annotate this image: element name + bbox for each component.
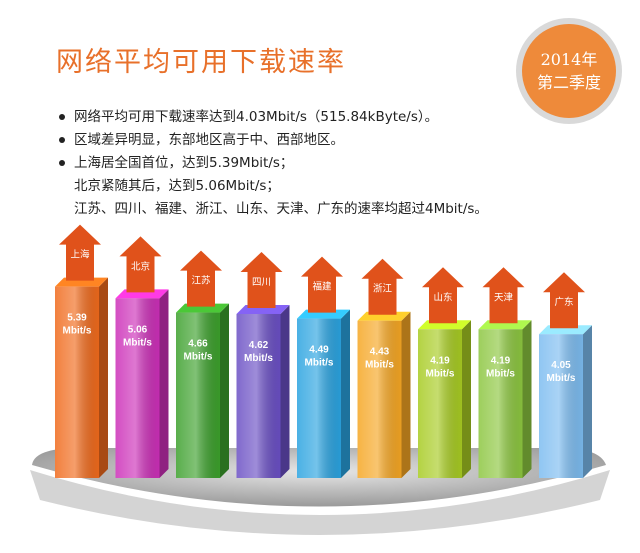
summary-bullets: 网络平均可用下载速率达到4.03Mbit/s（515.84kByte/s）。 区… [58, 106, 488, 221]
bar-value-label: 5.06 [128, 324, 148, 335]
bar-unit-label: Mbit/s [184, 352, 213, 363]
bar-side [522, 320, 532, 478]
region-label: 北京 [131, 260, 150, 272]
bullet-item: 网络平均可用下载速率达到4.03Mbit/s（515.84kByte/s）。 [58, 106, 488, 129]
region-arrow-icon [482, 267, 525, 324]
region-arrow-icon [361, 258, 404, 315]
bar-value-label: 4.43 [370, 347, 390, 358]
bar-side [401, 311, 411, 478]
bar-side [462, 320, 471, 478]
region-arrow-icon [119, 236, 162, 293]
region-arrow-icon [422, 267, 464, 324]
bar-highlight [418, 329, 462, 478]
bar-group: 福建 4.49 Mbit/s [297, 256, 350, 478]
bullet-line: 区域差异明显，东部地区高于中、西部地区。 [74, 132, 344, 148]
bar-group: 上海 5.39 Mbit/s [55, 224, 108, 478]
region-label: 天津 [494, 292, 514, 303]
chart-platform-shadow [30, 470, 610, 535]
bar-unit-label: Mbit/s [365, 360, 394, 371]
bar-side [341, 309, 350, 478]
bar-value-label: 4.19 [430, 355, 450, 366]
bar-highlight [236, 313, 281, 478]
bar-group: 山东 4.19 Mbit/s [418, 267, 471, 478]
bullet-item: 上海居全国首位，达到5.39Mbit/s； 北京紧随其后，达到5.06Mbit/… [58, 152, 488, 221]
bar-group: 天津 4.19 Mbit/s [478, 267, 532, 478]
bar-value-label: 4.19 [491, 355, 511, 366]
region-label: 山东 [433, 291, 452, 303]
bar-unit-label: Mbit/s [547, 373, 576, 384]
bar-highlight [176, 312, 220, 478]
quarter-badge: 2014年 第二季度 [522, 24, 616, 118]
bullet-line: 江苏、四川、福建、浙江、山东、天津、广东的速率均超过4Mbit/s。 [74, 201, 488, 217]
bar-highlight [297, 318, 341, 478]
bullet-line: 北京紧随其后，达到5.06Mbit/s； [74, 178, 280, 194]
page-title: 网络平均可用下载速率 [56, 47, 346, 78]
bar-group: 北京 5.06 Mbit/s [115, 236, 169, 478]
region-label: 福建 [312, 281, 332, 293]
bar-highlight [55, 286, 99, 478]
bar-side [280, 304, 290, 478]
badge-year: 2014年 [540, 50, 598, 69]
bar-group: 广东 4.05 Mbit/s [539, 272, 592, 478]
bullet-item: 区域差异明显，东部地区高于中、西部地区。 [58, 129, 488, 152]
region-label: 上海 [70, 249, 90, 261]
region-arrow-icon [301, 256, 343, 313]
region-label: 四川 [252, 277, 271, 288]
bar-unit-label: Mbit/s [426, 368, 455, 379]
bullet-line: 上海居全国首位，达到5.39Mbit/s； [74, 155, 294, 171]
bar-value-label: 4.49 [309, 345, 329, 356]
region-arrow-icon [240, 251, 283, 308]
region-label: 江苏 [191, 275, 211, 287]
bar-side [583, 325, 592, 478]
bar-group: 江苏 4.66 Mbit/s [176, 250, 229, 478]
bar-highlight [539, 334, 583, 478]
bar-unit-label: Mbit/s [63, 326, 92, 337]
bar-unit-label: Mbit/s [244, 353, 273, 364]
bullet-line: 网络平均可用下载速率达到4.03Mbit/s（515.84kByte/s）。 [74, 109, 439, 125]
bar-value-label: 4.62 [249, 340, 269, 351]
region-arrow-icon [543, 272, 585, 329]
bar-unit-label: Mbit/s [305, 358, 334, 369]
bar-unit-label: Mbit/s [486, 368, 515, 379]
bar-unit-label: Mbit/s [123, 337, 152, 348]
bar-group: 浙江 4.43 Mbit/s [357, 258, 411, 478]
bar-value-label: 4.05 [551, 360, 571, 371]
region-arrow-icon [59, 224, 101, 281]
bar-highlight [115, 298, 160, 478]
bar-group: 四川 4.62 Mbit/s [236, 251, 290, 478]
bar-highlight [478, 329, 523, 478]
badge-quarter: 第二季度 [536, 73, 601, 92]
region-arrow-icon [180, 250, 222, 307]
region-label: 广东 [554, 296, 573, 308]
bar-highlight [357, 320, 402, 478]
bar-side [220, 303, 229, 478]
bar-side [99, 277, 108, 478]
bar-side [159, 289, 169, 478]
region-label: 浙江 [373, 283, 393, 295]
bar-value-label: 4.66 [188, 339, 208, 350]
bar-value-label: 5.39 [67, 313, 87, 324]
